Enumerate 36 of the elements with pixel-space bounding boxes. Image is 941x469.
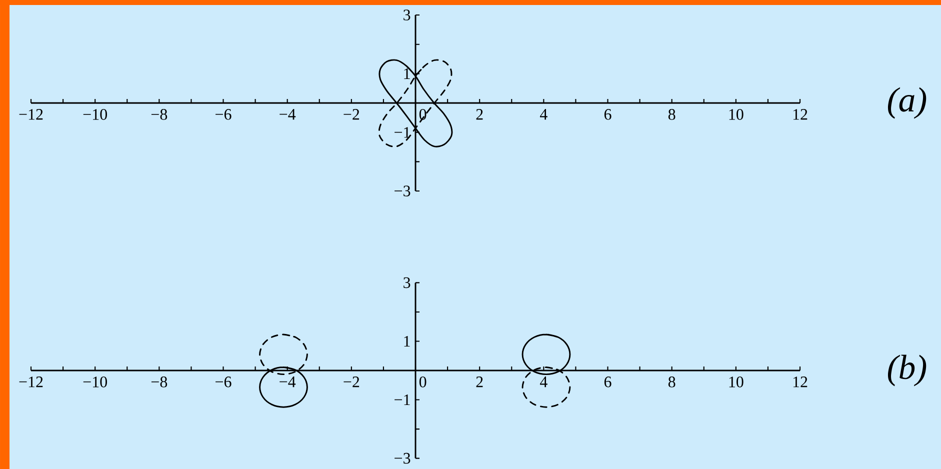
x-tick-label: −12 <box>19 109 43 120</box>
y-tick-label: 1 <box>404 68 410 79</box>
x-tick-label: −12 <box>19 376 43 388</box>
x-tick-label: −10 <box>83 376 107 388</box>
x-tick-label: 0 <box>419 376 426 388</box>
x-tick-label: −8 <box>151 376 168 388</box>
x-tick-label: 0 <box>419 109 426 120</box>
x-tick-label: 12 <box>793 109 808 120</box>
x-tick-label: −10 <box>83 109 107 120</box>
x-tick-label: 6 <box>604 109 612 120</box>
y-tick-label: −1 <box>394 127 410 138</box>
x-tick-label: −4 <box>280 376 296 388</box>
text: (a) <box>888 87 926 119</box>
x-tick-label: 2 <box>476 109 483 120</box>
x-tick-label: 4 <box>540 109 548 120</box>
x-tick-label: −2 <box>344 109 360 120</box>
y-tick-label: 3 <box>404 277 410 288</box>
y-tick-label: −1 <box>394 394 410 406</box>
y-tick-label: 1 <box>404 336 410 347</box>
x-tick-label: 12 <box>793 376 808 388</box>
y-tick-label: 3 <box>404 10 410 20</box>
y-tick-label: −3 <box>394 186 410 196</box>
x-tick-label: −6 <box>216 109 232 120</box>
x-tick-label: 8 <box>668 109 676 120</box>
x-tick-label: −2 <box>344 376 360 388</box>
x-tick-label: −6 <box>216 376 232 388</box>
x-tick-label: 10 <box>729 376 744 388</box>
x-tick-label: 10 <box>729 109 744 120</box>
x-tick-label: −4 <box>280 109 296 120</box>
text: (b) <box>888 354 926 386</box>
x-tick-label: −8 <box>151 109 168 120</box>
x-tick-label: 4 <box>540 376 548 388</box>
y-tick-label: −3 <box>394 452 410 464</box>
x-tick-label: 6 <box>604 376 612 388</box>
x-tick-label: 8 <box>668 376 676 388</box>
x-tick-label: 2 <box>476 376 483 388</box>
